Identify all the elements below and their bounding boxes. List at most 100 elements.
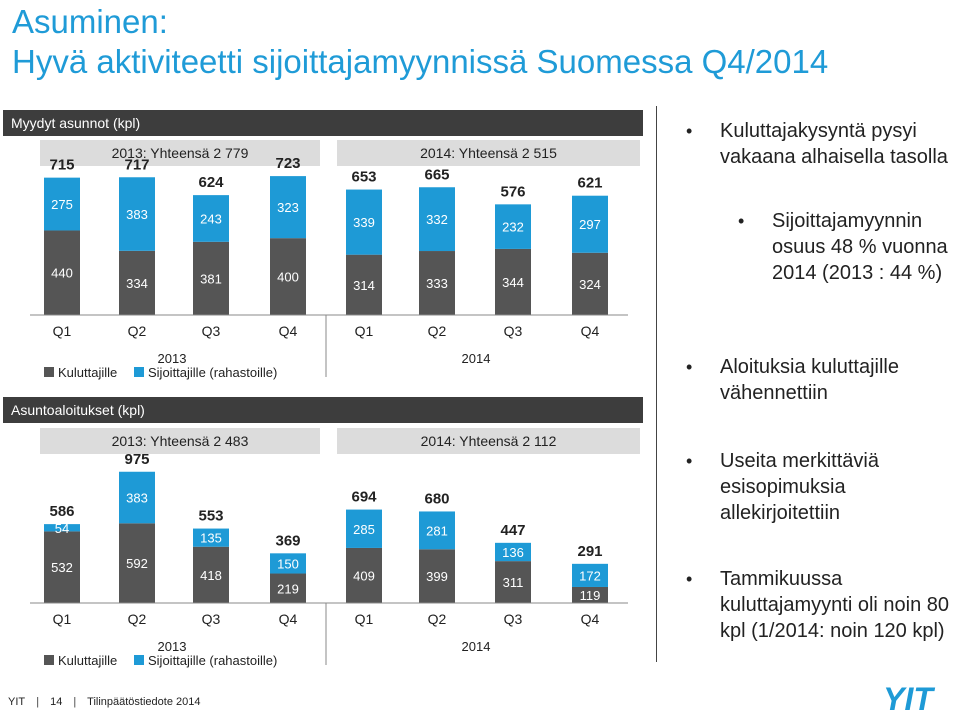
data-label-total: 369 [275,532,300,549]
bar-investor [119,177,155,251]
bar-consumer [44,230,80,315]
x-tick-label: Q4 [581,611,600,627]
x-tick-label: Q2 [128,611,147,627]
data-label-total: 586 [49,503,74,520]
data-label-total: 621 [577,175,602,192]
data-label-investor: 136 [502,545,524,560]
bar-consumer [495,248,531,315]
bar-consumer [193,546,229,603]
bullet-text: Useita merkittäviä esisopimuksia allekir… [720,450,879,524]
bullet-item: • Useita merkittäviä esisopimuksia allek… [686,448,956,526]
data-label-investor: 297 [579,217,601,232]
data-label-consumer: 440 [51,266,73,281]
bullet-item: • Kuluttajakysyntä pysyi vakaana alhaise… [686,118,956,170]
bullet-text: Tammikuussa kuluttajamyynti oli noin 80 … [720,568,950,642]
bar-investor [419,511,455,550]
legend-swatch-consumer [44,367,54,377]
sales-chart: 440 275 715 Q1 334 383 717 Q2 381 243 624 Q3 400 323 7… [30,155,628,380]
bar-consumer [419,549,455,603]
data-label-investor: 243 [200,211,222,226]
bar-consumer [419,251,455,315]
data-label-total: 680 [424,490,449,507]
bar-consumer [270,238,306,315]
bullet-dot-icon: • [686,569,693,589]
footer-separator: | [36,696,40,708]
x-tick-label: Q3 [202,611,221,627]
legend-swatch-investor [134,367,144,377]
bullet-dot-icon: • [686,357,693,377]
legend-label-investor: Sijoittajille (rahastoille) [148,653,277,668]
legend-swatch-consumer [44,655,54,665]
data-label-consumer: 314 [353,278,375,293]
bar-consumer [346,547,382,603]
legend-swatch-investor [134,655,144,665]
footer-page-number: 14 [50,696,63,708]
data-label-total: 291 [577,543,602,560]
bar-consumer [119,250,155,315]
data-label-investor: 172 [579,568,601,583]
data-label-consumer: 344 [502,275,524,290]
bar-investor [572,195,608,253]
data-label-total: 975 [124,451,149,468]
bullet-dot-icon: • [738,211,745,231]
bar-consumer [346,254,382,315]
bar-investor [572,563,608,587]
data-label-total: 665 [424,166,449,183]
data-label-consumer: 381 [200,271,222,286]
bar-consumer [119,523,155,603]
bar-consumer [572,252,608,315]
footer-separator: | [73,696,77,708]
title-line-2: Hyvä aktiviteetti sijoittajamyynnissä Su… [12,43,829,80]
data-label-consumer: 333 [426,276,448,291]
data-label-consumer: 400 [277,270,299,285]
data-label-total: 717 [124,156,149,173]
data-label-consumer: 532 [51,560,73,575]
starts-chart-header: Asuntoaloitukset (kpl) [3,397,643,423]
year-label-2014: 2014 [462,639,491,654]
year-label-2013: 2013 [158,351,187,366]
bar-investor [44,524,80,532]
bar-investor [419,187,455,252]
bar-investor [270,176,306,239]
bar-investor [270,553,306,574]
logo-text: YIT [883,682,935,714]
bar-investor [495,204,531,249]
bar-investor [193,528,229,547]
data-label-investor: 275 [51,197,73,212]
bullet-item: • Aloituksia kuluttajille vähennettiin [686,354,956,406]
year-label-2014: 2014 [462,351,491,366]
data-label-total: 576 [500,183,525,200]
legend-label-consumer: Kuluttajille [58,653,117,668]
data-label-investor: 332 [426,212,448,227]
bullet-text: Kuluttajakysyntä pysyi vakaana alhaisell… [720,120,948,168]
footer: YIT | 14 | Tilinpäätöstiedote 2014 [8,696,208,708]
starts-total-2013: 2013: Yhteensä 2 483 [40,428,320,454]
bar-consumer [572,586,608,603]
x-tick-label: Q3 [504,323,523,339]
x-tick-label: Q2 [428,611,447,627]
data-label-consumer: 409 [353,568,375,583]
x-tick-label: Q4 [279,323,298,339]
bullet-item: • Tammikuussa kuluttajamyynti oli noin 8… [686,566,956,644]
data-label-consumer: 334 [126,276,148,291]
data-label-total: 715 [49,157,74,174]
data-label-consumer: 219 [277,581,299,596]
x-tick-label: Q1 [355,323,374,339]
data-label-consumer: 418 [200,568,222,583]
sales-total-2014: 2014: Yhteensä 2 515 [337,140,640,166]
x-tick-label: Q2 [128,323,147,339]
data-label-investor: 285 [353,522,375,537]
bullet-text: Aloituksia kuluttajille vähennettiin [720,356,899,404]
x-tick-label: Q2 [428,323,447,339]
slide-title: Asuminen: Hyvä aktiviteetti sijoittajamy… [12,2,828,82]
bar-investor [193,195,229,242]
data-label-investor: 281 [426,523,448,538]
bar-investor [495,542,531,562]
data-label-total: 447 [500,522,525,539]
data-label-total: 694 [351,489,377,506]
sales-chart-header: Myydyt asunnot (kpl) [3,110,643,136]
bullet-dot-icon: • [686,451,693,471]
x-tick-label: Q4 [581,323,600,339]
x-tick-label: Q3 [504,611,523,627]
data-label-consumer: 399 [426,569,448,584]
